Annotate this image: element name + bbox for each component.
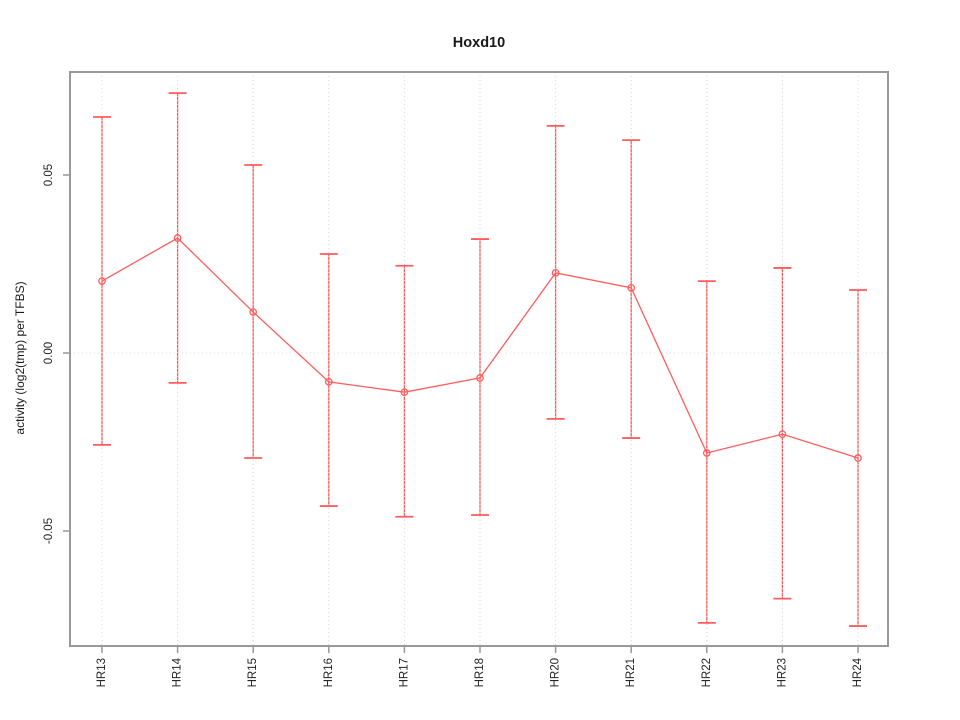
data-point [551, 269, 560, 277]
x-tick-label: HR17 [398, 658, 410, 687]
x-tick-label: HR23 [776, 658, 788, 687]
data-point [400, 388, 409, 397]
data-point [476, 374, 484, 382]
data-point [249, 308, 258, 316]
data-point [778, 430, 787, 439]
x-tick-label: HR24 [852, 657, 864, 687]
data-point [98, 277, 106, 285]
chart-title: Hoxd10 [452, 35, 506, 51]
data-point [702, 449, 711, 457]
y-tick-label: 0.05 [43, 164, 55, 186]
y-tick-label: -0.05 [43, 518, 55, 544]
y-tick-label: 0.00 [43, 342, 55, 364]
x-tick-label: HR15 [247, 658, 259, 687]
data-point [854, 454, 862, 462]
x-tick-label: HR20 [550, 658, 562, 687]
data-point [324, 377, 333, 386]
x-tick-label: HR14 [172, 657, 184, 687]
x-tick-label: HR18 [474, 658, 486, 687]
plot-box [69, 71, 889, 647]
data-point [627, 284, 636, 292]
series-line [101, 237, 859, 459]
x-tick-label: HR13 [96, 658, 108, 687]
x-tick-label: HR16 [323, 658, 335, 687]
x-tick-label: HR21 [625, 658, 637, 687]
data-point [173, 234, 182, 242]
x-tick-label: HR22 [701, 658, 713, 687]
